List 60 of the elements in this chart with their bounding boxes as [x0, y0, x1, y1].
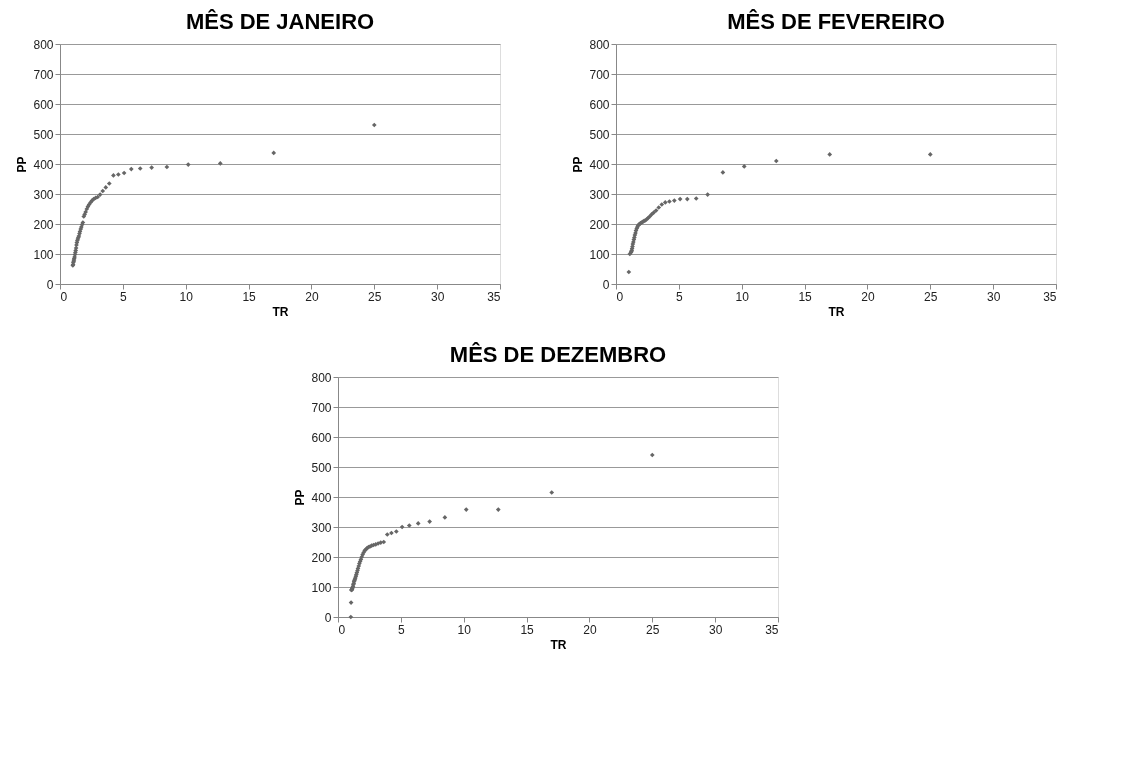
y-tick-label: 700	[589, 67, 610, 82]
y-tick-label: 800	[589, 37, 610, 52]
x-tick-label: 30	[430, 289, 445, 304]
y-tick-label: 400	[589, 157, 610, 172]
y-axis-title: PP	[15, 156, 30, 173]
x-tick-label: 5	[120, 289, 128, 304]
y-tick-label: 500	[33, 127, 54, 142]
y-tick-label: 500	[589, 127, 610, 142]
chart-title: MÊS DE DEZEMBRO	[449, 342, 667, 367]
chart-title: MÊS DE JANEIRO	[185, 9, 375, 34]
x-tick-label: 15	[520, 622, 535, 637]
chart-title: MÊS DE FEVEREIRO	[727, 9, 945, 34]
y-axis-title: PP	[571, 156, 586, 173]
y-tick-label: 300	[311, 520, 332, 535]
x-tick-label: 20	[305, 289, 319, 304]
y-tick-label: 0	[602, 277, 610, 292]
y-tick-label: 600	[589, 97, 610, 112]
x-axis-title: TR	[550, 637, 567, 652]
y-tick-label: 100	[311, 580, 332, 595]
y-tick-label: 200	[33, 217, 54, 232]
x-tick-label: 5	[676, 289, 684, 304]
y-tick-label: 400	[33, 157, 54, 172]
x-tick-label: 10	[179, 289, 194, 304]
y-tick-label: 600	[33, 97, 54, 112]
y-tick-label: 700	[311, 400, 332, 415]
x-tick-label: 25	[924, 289, 938, 304]
y-tick-label: 800	[311, 370, 332, 385]
x-tick-label: 10	[735, 289, 750, 304]
x-tick-label: 30	[708, 622, 723, 637]
x-axis-title: TR	[272, 304, 289, 319]
x-tick-label: 0	[616, 289, 624, 304]
x-tick-label: 20	[583, 622, 597, 637]
y-tick-label: 100	[33, 247, 54, 262]
y-tick-label: 400	[311, 490, 332, 505]
x-tick-label: 15	[798, 289, 813, 304]
y-tick-label: 700	[33, 67, 54, 82]
x-tick-label: 10	[457, 622, 472, 637]
x-tick-label: 35	[487, 289, 501, 304]
y-tick-label: 600	[311, 430, 332, 445]
x-tick-label: 25	[646, 622, 660, 637]
y-tick-label: 0	[46, 277, 54, 292]
x-axis-title: TR	[828, 304, 845, 319]
x-tick-label: 0	[60, 289, 68, 304]
x-tick-label: 25	[368, 289, 382, 304]
x-tick-label: 15	[242, 289, 257, 304]
y-tick-label: 0	[324, 610, 332, 625]
x-tick-label: 35	[765, 622, 779, 637]
y-tick-label: 300	[33, 187, 54, 202]
y-tick-label: 300	[589, 187, 610, 202]
x-tick-label: 30	[986, 289, 1001, 304]
y-tick-label: 200	[589, 217, 610, 232]
y-tick-label: 800	[33, 37, 54, 52]
y-tick-label: 100	[589, 247, 610, 262]
x-tick-label: 0	[338, 622, 346, 637]
y-tick-label: 200	[311, 550, 332, 565]
x-tick-label: 5	[398, 622, 406, 637]
y-axis-title: PP	[293, 489, 308, 506]
y-tick-label: 500	[311, 460, 332, 475]
x-tick-label: 35	[1043, 289, 1057, 304]
x-tick-label: 20	[861, 289, 875, 304]
